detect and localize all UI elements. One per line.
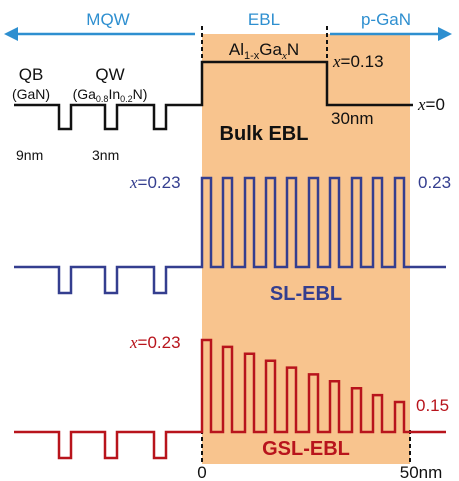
sl-x-left: x=0.23 <box>129 173 181 192</box>
qb-material: (GaN) <box>12 86 50 102</box>
gsl-ebl-name: GSL-EBL <box>262 438 350 460</box>
ebl-label: EBL <box>248 10 280 29</box>
qw-label: QW <box>95 65 124 84</box>
bulk-thickness: 30nm <box>331 109 374 128</box>
sl-x-right: 0.23 <box>418 173 451 192</box>
pgan-label: p-GaN <box>361 10 411 29</box>
qw-material: (Ga0.8In0.2N) <box>73 86 148 104</box>
gsl-x-left: x=0.23 <box>129 333 181 352</box>
bulk-ebl-overlay <box>202 34 327 176</box>
pgan-arrow <box>330 27 452 41</box>
qb-thickness: 9nm <box>16 147 43 163</box>
mqw-label: MQW <box>86 10 129 29</box>
bulk-ebl-name: Bulk EBL <box>220 123 309 145</box>
sl-ebl-name: SL-EBL <box>270 283 342 305</box>
gsl-x-right: 0.15 <box>416 396 449 415</box>
bulk-x-value: x=0.13 <box>332 52 384 71</box>
qw-thickness: 3nm <box>92 147 119 163</box>
bulk-ebl-profile <box>14 60 413 131</box>
qb-label: QB <box>19 65 44 84</box>
ebl-material: Al1-xGaxN <box>229 40 299 62</box>
axis-start-label: 0 <box>197 463 206 481</box>
sl-ebl-profile <box>14 176 446 295</box>
axis-end-label: 50nm <box>400 463 443 481</box>
bulk-x0-value: x=0 <box>417 95 445 114</box>
mqw-arrow <box>4 27 195 41</box>
gsl-ebl-profile <box>14 338 446 460</box>
